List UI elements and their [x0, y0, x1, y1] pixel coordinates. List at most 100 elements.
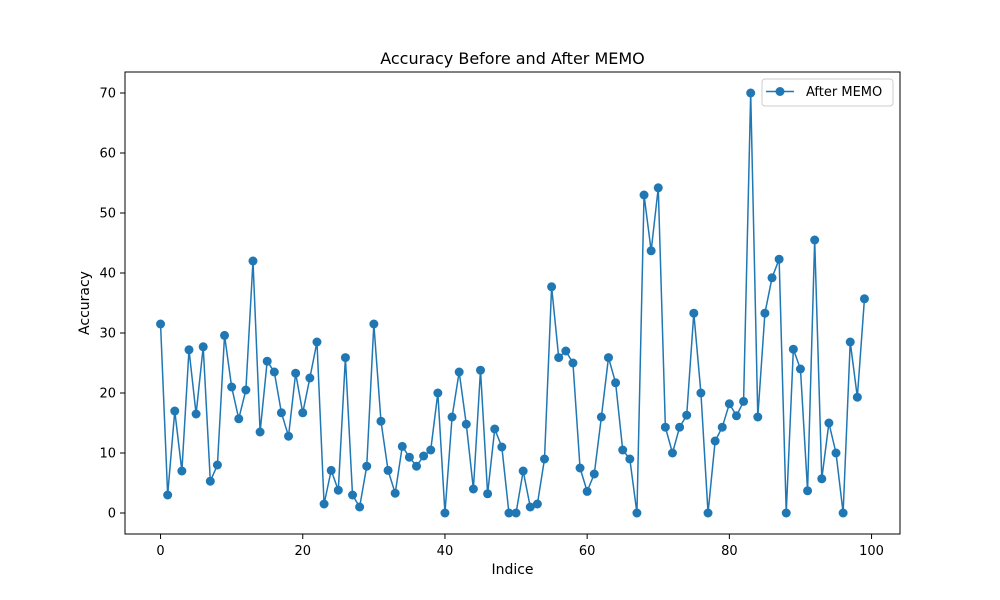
- data-point: [532, 499, 542, 509]
- data-point: [831, 448, 841, 458]
- data-point: [611, 378, 621, 388]
- data-point: [667, 448, 677, 458]
- data-point: [603, 353, 613, 363]
- y-axis: 0 10 20 30 40 50 60 70: [99, 87, 125, 522]
- data-point: [276, 408, 286, 418]
- data-point: [319, 499, 329, 509]
- data-point: [205, 476, 215, 486]
- data-point: [333, 485, 343, 495]
- data-point: [653, 183, 663, 193]
- y-tick-label: 20: [99, 387, 116, 402]
- data-point: [348, 490, 358, 500]
- legend-point-marker: [775, 87, 785, 96]
- data-point: [803, 486, 813, 496]
- data-point: [447, 412, 457, 422]
- data-point: [383, 465, 393, 475]
- data-point: [433, 388, 443, 398]
- data-point: [859, 294, 869, 304]
- data-point: [696, 388, 706, 398]
- data-point: [838, 508, 848, 518]
- data-point: [561, 346, 571, 356]
- data-point: [717, 422, 727, 432]
- data-point: [675, 422, 685, 432]
- data-point: [461, 419, 471, 429]
- data-point: [511, 508, 521, 518]
- data-point: [397, 441, 407, 451]
- data-point: [618, 445, 628, 455]
- data-point: [817, 474, 827, 484]
- y-tick-label: 70: [99, 87, 116, 102]
- y-tick-label: 0: [108, 507, 116, 522]
- data-point: [824, 418, 834, 428]
- data-point: [568, 358, 578, 368]
- data-point: [476, 365, 486, 375]
- data-point: [198, 342, 208, 352]
- data-point: [191, 409, 201, 419]
- data-point: [625, 454, 635, 464]
- y-tick-label: 40: [99, 267, 116, 282]
- x-tick-label: 40: [437, 544, 454, 559]
- data-point: [269, 367, 279, 377]
- data-point: [504, 508, 514, 518]
- legend-label: After MEMO: [806, 85, 882, 100]
- chart-title: Accuracy Before and After MEMO: [380, 49, 645, 68]
- data-point: [852, 392, 862, 402]
- data-point: [454, 367, 464, 377]
- data-point: [547, 282, 557, 292]
- data-point: [710, 436, 720, 446]
- data-point: [682, 410, 692, 420]
- data-point: [376, 416, 386, 426]
- data-point: [355, 502, 365, 512]
- data-point: [781, 508, 791, 518]
- x-tick-label: 100: [859, 544, 884, 559]
- data-point: [390, 488, 400, 498]
- data-point: [575, 463, 585, 473]
- data-point: [255, 427, 265, 437]
- data-point: [589, 469, 599, 479]
- data-point: [596, 412, 606, 422]
- x-tick-label: 80: [721, 544, 738, 559]
- data-point: [767, 273, 777, 283]
- legend: After MEMO: [761, 78, 894, 107]
- data-point: [518, 466, 528, 476]
- data-point: [483, 489, 493, 499]
- data-point: [724, 399, 734, 409]
- data-point: [156, 319, 166, 329]
- data-point: [220, 330, 230, 340]
- data-point: [753, 412, 763, 422]
- data-point: [212, 460, 222, 470]
- data-point: [468, 484, 478, 494]
- data-point: [312, 337, 322, 347]
- data-point: [362, 461, 372, 471]
- y-tick-label: 50: [99, 207, 116, 222]
- data-point: [177, 466, 187, 476]
- data-point: [419, 451, 429, 461]
- data-point: [369, 319, 379, 329]
- data-point: [497, 442, 507, 452]
- data-point: [795, 364, 805, 374]
- data-point: [298, 408, 308, 418]
- data-point: [582, 486, 592, 496]
- axes-frame: [124, 71, 901, 535]
- data-point: [284, 431, 294, 441]
- data-point: [703, 508, 713, 518]
- data-point: [241, 385, 251, 395]
- data-point: [248, 256, 258, 266]
- data-point: [412, 461, 422, 471]
- data-point: [788, 344, 798, 354]
- data-point: [774, 254, 784, 264]
- plot-area: [156, 88, 869, 518]
- x-axis: 0 20 40 60 80 100: [156, 534, 884, 559]
- x-tick-label: 60: [579, 544, 596, 559]
- data-point: [639, 190, 649, 200]
- data-point: [760, 308, 770, 318]
- data-point: [234, 414, 244, 424]
- y-tick-label: 30: [99, 327, 116, 342]
- x-tick-label: 20: [294, 544, 311, 559]
- data-point: [689, 308, 699, 318]
- legend-box: [761, 78, 894, 107]
- data-point: [291, 368, 301, 378]
- x-axis-label: Indice: [491, 562, 533, 578]
- data-point: [632, 508, 642, 518]
